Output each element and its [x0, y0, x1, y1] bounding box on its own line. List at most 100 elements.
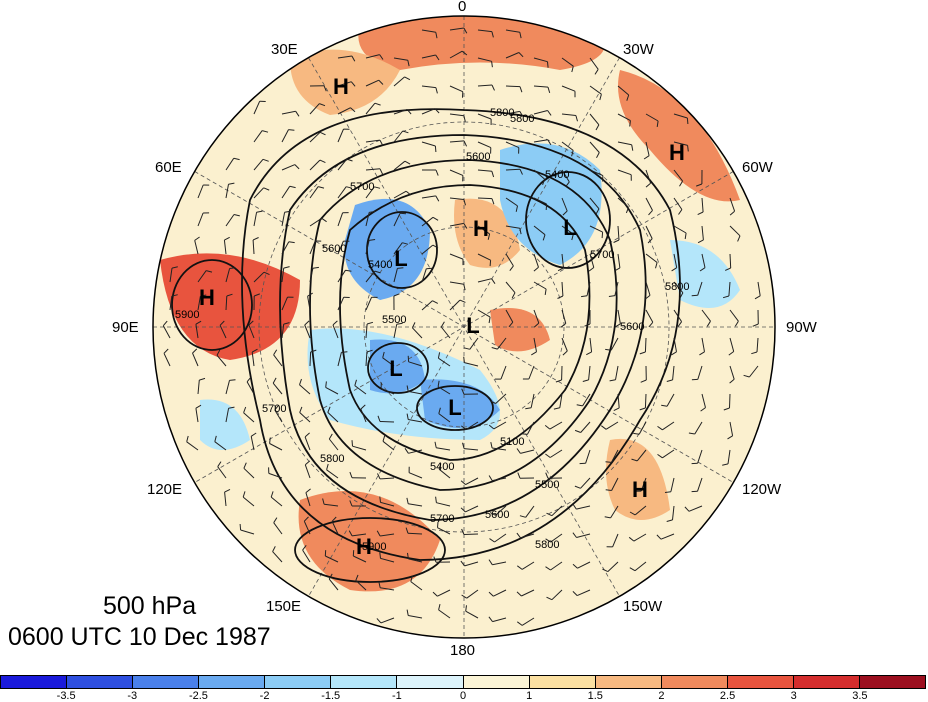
wind-barb-flag	[700, 407, 706, 412]
wind-barb-flag	[262, 158, 269, 162]
wind-barb-flag	[629, 120, 631, 127]
wind-barb	[640, 477, 647, 492]
wind-barb-flag	[200, 294, 207, 297]
wind-barb	[224, 492, 227, 507]
wind-barb-flag	[274, 404, 279, 411]
wind-barb-flag	[460, 507, 466, 513]
wind-barb-flag	[531, 351, 537, 356]
wind-barb	[449, 113, 464, 117]
wind-barb	[533, 197, 547, 205]
wind-barb-flag	[319, 103, 326, 107]
wind-barb	[337, 55, 352, 59]
wind-barb-flag	[459, 299, 466, 303]
wind-barb-flag	[594, 69, 599, 75]
wind-barb	[197, 380, 200, 395]
wind-barb	[421, 85, 436, 89]
wind-barb-flag	[328, 433, 333, 440]
wind-barb	[477, 253, 491, 261]
wind-barb	[449, 299, 461, 311]
wind-barb-flag	[734, 320, 739, 327]
wind-barb-flag	[491, 198, 495, 205]
wind-barb	[393, 130, 404, 143]
wind-barb-flag	[562, 350, 568, 356]
wind-barb	[304, 436, 311, 451]
wind-barb-flag	[434, 145, 437, 153]
wind-barb	[645, 113, 659, 122]
wind-barb	[242, 496, 255, 507]
wind-barb	[492, 617, 507, 623]
wind-barb	[610, 449, 619, 463]
wind-barb	[380, 501, 395, 507]
wind-barb-flag	[407, 60, 410, 67]
wind-barb-flag	[348, 530, 353, 537]
wind-barb	[492, 447, 507, 451]
wind-barb	[337, 107, 351, 115]
wind-barb	[365, 240, 370, 255]
wind-barb	[673, 309, 683, 322]
wind-barb	[701, 393, 706, 408]
wind-barb	[250, 436, 255, 451]
wind-barb	[551, 505, 563, 517]
wind-barb	[465, 505, 479, 513]
wind-barb	[589, 169, 604, 177]
wind-barb-flag	[192, 348, 198, 354]
wind-barb	[408, 419, 423, 423]
wind-barb-flag	[572, 591, 578, 596]
wind-barb-flag	[304, 320, 310, 326]
wind-barb	[477, 278, 492, 283]
wind-barb-flag	[571, 234, 574, 241]
wind-barb-flag	[233, 157, 240, 161]
wind-barb	[337, 352, 342, 367]
wind-barb	[580, 421, 591, 433]
wind-barb-flag	[463, 199, 466, 206]
colorbar-swatch	[199, 676, 266, 688]
wind-barb	[551, 589, 563, 601]
wind-barb	[360, 408, 367, 423]
wind-barb	[670, 477, 675, 492]
wind-barb	[281, 164, 296, 171]
wind-barb	[309, 103, 320, 115]
wind-barb-flag	[488, 475, 493, 481]
wind-barb-flag	[405, 190, 412, 196]
wind-barb-flag	[605, 461, 612, 463]
wind-barb	[530, 393, 535, 408]
wind-barb-flag	[310, 349, 317, 353]
colorbar-tick-label: -1.5	[321, 690, 341, 702]
wind-barb	[365, 351, 368, 367]
wind-barb-flag	[571, 66, 574, 73]
wind-barb	[505, 253, 514, 267]
wind-barb	[438, 609, 451, 619]
wind-barb-flag	[488, 616, 493, 622]
wind-barb-flag	[727, 435, 733, 440]
wind-barb	[449, 27, 464, 31]
wind-barb	[588, 365, 591, 380]
wind-barb	[225, 295, 228, 311]
wind-barb-flag	[404, 448, 409, 454]
wind-barb-flag	[602, 568, 609, 573]
wind-barb-flag	[438, 603, 441, 611]
colorbar-swatch	[793, 676, 861, 688]
wind-barb-flag	[628, 536, 635, 542]
colorbar-swatch	[397, 676, 464, 688]
wind-barb	[533, 85, 549, 88]
wind-barb	[614, 281, 619, 296]
wind-barb-flag	[687, 145, 689, 152]
colorbar-swatch	[133, 676, 200, 688]
wind-barb-flag	[574, 429, 581, 433]
wind-barb	[701, 225, 704, 240]
wind-barb-flag	[366, 349, 373, 353]
wind-barb-flag	[463, 115, 466, 122]
wind-barb-flag	[461, 50, 468, 56]
wind-barb	[589, 57, 599, 70]
wind-barb	[465, 421, 479, 430]
wind-barb	[561, 225, 574, 235]
contour-label: 5600	[322, 243, 346, 255]
wind-barb	[195, 408, 199, 423]
wind-barb-flag	[163, 348, 169, 354]
wind-barb	[449, 85, 464, 93]
wind-barb	[309, 240, 316, 255]
valid-time-label: 0600 UTC 10 Dec 1987	[8, 623, 271, 651]
wind-barb-flag	[490, 400, 496, 404]
wind-barb	[337, 128, 344, 143]
wind-barb-flag	[463, 223, 468, 229]
